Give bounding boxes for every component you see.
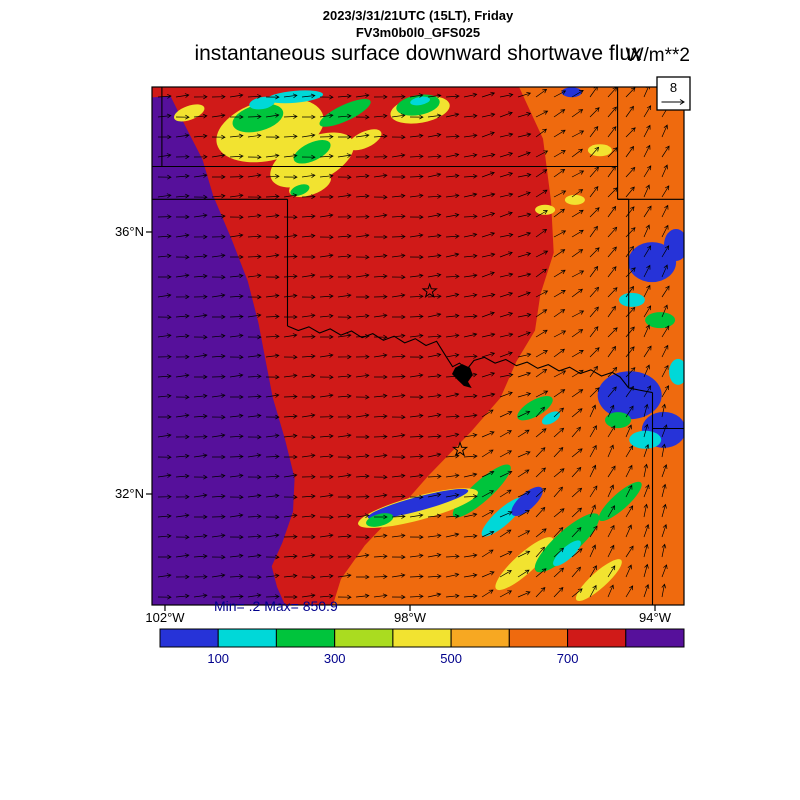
flux-field bbox=[152, 87, 684, 605]
star-marker bbox=[451, 441, 469, 457]
colorbar-segment bbox=[159, 628, 219, 648]
colorbar-tick-label: 100 bbox=[207, 651, 229, 666]
wind-arrows bbox=[157, 87, 670, 600]
reference-arrow-icon bbox=[661, 99, 685, 105]
lon-axis-label: 94°W bbox=[639, 610, 671, 625]
cloud-patch bbox=[587, 144, 612, 157]
cloud-patch bbox=[605, 412, 631, 429]
cloud-patch bbox=[575, 559, 622, 602]
cloud-patch bbox=[541, 411, 561, 425]
colorbar-tick-label: 300 bbox=[324, 651, 346, 666]
reference-vector-box: 8 bbox=[656, 76, 691, 111]
colorbar-segment bbox=[450, 628, 510, 648]
cloud-patch bbox=[293, 140, 331, 164]
colorbar-segment bbox=[334, 628, 394, 648]
cloud-patch bbox=[534, 513, 600, 573]
colorbar-segment bbox=[392, 628, 452, 648]
colorbar: 100 300 500 700 bbox=[159, 628, 685, 666]
model-title: FV3m0b0l0_GFS025 bbox=[355, 25, 481, 40]
cloud-patch bbox=[553, 540, 581, 567]
lake-outline bbox=[452, 364, 473, 388]
colorbar-segment bbox=[567, 628, 627, 648]
datetime-title: 2023/3/31/21UTC (15LT), Friday bbox=[322, 8, 514, 23]
colorbar-segment bbox=[275, 628, 336, 648]
colorbar-tick-label: 500 bbox=[440, 651, 462, 666]
cloud-patch bbox=[517, 396, 553, 421]
cloud-patch bbox=[598, 481, 642, 522]
cloud-patch bbox=[348, 129, 382, 151]
cloud-patch bbox=[495, 537, 554, 591]
cloud-patch bbox=[535, 204, 556, 215]
cloud-patch bbox=[452, 464, 511, 518]
cloud-patch bbox=[645, 312, 676, 329]
reference-vector-label: 8 bbox=[670, 80, 677, 95]
minmax-label: Min= .2 Max= 850.9 bbox=[214, 598, 338, 614]
cloud-patch bbox=[511, 486, 543, 517]
cloud-patch bbox=[561, 87, 582, 98]
cloud-patch bbox=[618, 292, 645, 307]
map-frame bbox=[151, 86, 685, 606]
cloud-patch bbox=[319, 99, 371, 127]
units-label: W/m**2 bbox=[625, 45, 690, 66]
colorbar-segment bbox=[508, 628, 568, 648]
cloud-patch bbox=[410, 96, 430, 106]
page-title: instantaneous surface downward shortwave… bbox=[194, 42, 642, 65]
star-marker bbox=[421, 282, 438, 299]
colorbar-tick-label: 700 bbox=[557, 651, 579, 666]
cloud-patch bbox=[290, 184, 310, 196]
cloud-patch bbox=[669, 358, 684, 385]
axis-ticks bbox=[146, 231, 656, 611]
lon-axis-label: 102°W bbox=[145, 610, 185, 625]
lat-axis-label: 36°N bbox=[114, 223, 144, 239]
cloud-patch bbox=[367, 488, 469, 520]
orange-band-region bbox=[332, 87, 684, 605]
cloud-patch bbox=[629, 430, 662, 449]
cloud-patch bbox=[664, 229, 684, 261]
lon-axis-label: 98°W bbox=[394, 610, 426, 625]
lat-axis-label: 32°N bbox=[114, 485, 144, 501]
colorbar-segment bbox=[625, 628, 685, 648]
city-markers bbox=[421, 282, 469, 457]
cloud-patch bbox=[564, 194, 585, 205]
colorbar-segment bbox=[217, 628, 277, 648]
